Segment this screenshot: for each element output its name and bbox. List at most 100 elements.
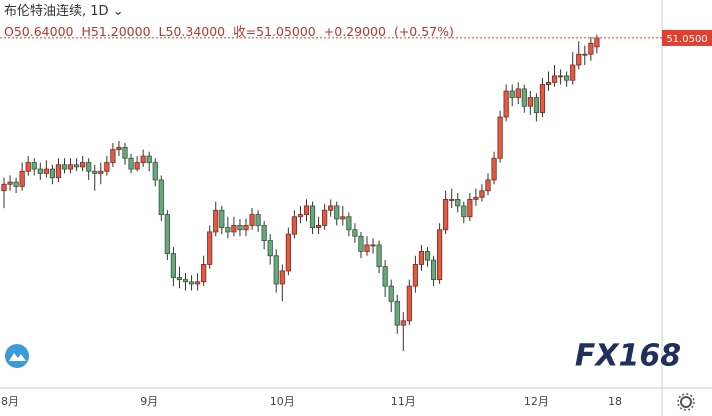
candle-body xyxy=(297,214,304,218)
candle-body xyxy=(491,157,497,181)
candle-body xyxy=(370,244,376,247)
candle-body xyxy=(479,190,485,198)
candle-body xyxy=(588,42,594,55)
quote-item: (+0.57%) xyxy=(393,24,454,39)
candle-body xyxy=(461,205,467,218)
candle-body xyxy=(285,233,291,272)
candle-body xyxy=(394,300,400,326)
candle-body xyxy=(1,183,7,192)
candle-body xyxy=(19,170,25,187)
x-tick-label: 8月 xyxy=(1,395,19,408)
candle-body xyxy=(98,170,104,174)
candle-body xyxy=(485,179,491,192)
quote-item: 收=51.05000 xyxy=(233,24,316,39)
candle-body xyxy=(255,214,261,226)
interval-chevron[interactable]: ⌄ xyxy=(112,4,124,19)
candle-body xyxy=(176,277,183,281)
candle-body xyxy=(358,235,364,252)
candle-body xyxy=(188,281,195,285)
candle-body xyxy=(207,231,213,265)
header: 布伦特油连续, 1D ⌄ O50.64000 H51.20000 L50.34000… xyxy=(4,2,462,43)
candle-body xyxy=(43,168,49,174)
candle-body xyxy=(352,229,358,237)
candle-body xyxy=(303,205,310,215)
candle-body xyxy=(261,225,267,242)
candle-body xyxy=(521,88,527,107)
candle-body xyxy=(213,209,219,233)
logo-icon xyxy=(5,344,29,368)
candle-body xyxy=(576,53,582,66)
candle-body xyxy=(545,81,552,85)
candle-body xyxy=(539,84,546,114)
candle-body xyxy=(110,149,116,163)
settings-icon[interactable] xyxy=(677,393,695,411)
x-tick-label: 18 xyxy=(608,395,622,408)
quote-item: L50.34000 xyxy=(158,24,226,39)
candle-body xyxy=(116,146,122,150)
candle-body xyxy=(152,162,158,181)
candle-body xyxy=(92,170,98,174)
quote-item: +0.29000 xyxy=(323,24,386,39)
candle-body xyxy=(273,255,279,285)
candle-body xyxy=(80,162,86,168)
candle-body xyxy=(146,155,152,163)
candle-body xyxy=(527,97,533,107)
candle-body xyxy=(382,266,388,287)
candle-body xyxy=(406,285,412,322)
candle-body xyxy=(570,64,576,81)
candle-body xyxy=(503,90,509,118)
candle-body xyxy=(346,216,352,231)
candle-body xyxy=(158,179,164,215)
last-price-label: 51.0500 xyxy=(666,34,707,45)
candle-body xyxy=(74,164,80,168)
candle-body xyxy=(594,37,600,48)
candle-body xyxy=(219,209,225,228)
candle-body xyxy=(279,270,285,285)
candle-body xyxy=(564,75,570,81)
candle-body xyxy=(388,285,394,302)
candle-body xyxy=(551,75,558,83)
candle-body xyxy=(13,181,19,187)
candle-body xyxy=(400,320,406,326)
x-tick-label: 9月 xyxy=(140,395,158,408)
candle-body xyxy=(31,162,37,170)
x-tick-label: 11月 xyxy=(391,395,416,408)
candle-body xyxy=(170,253,176,278)
candle-body xyxy=(515,88,521,98)
candle-body xyxy=(243,225,249,231)
candle-body xyxy=(249,214,255,226)
candle-body xyxy=(67,164,74,170)
candle-body xyxy=(49,168,56,179)
candle-body xyxy=(182,279,189,283)
symbol-title: 布伦特油连续, 1D xyxy=(4,4,109,19)
candle-body xyxy=(128,157,134,170)
candle-body xyxy=(134,162,140,170)
candle-body xyxy=(225,227,231,233)
candle-body xyxy=(418,251,425,265)
candle-body xyxy=(231,225,237,233)
candle-body xyxy=(291,216,298,235)
quote-item: O50.64000 xyxy=(4,24,74,39)
quote-line: O50.64000 H51.20000 L50.34000 收=51.05000 +0.… xyxy=(4,22,462,43)
candle-body xyxy=(164,214,170,255)
candle-body xyxy=(449,199,455,201)
candle-body xyxy=(430,259,437,281)
candle-body xyxy=(61,164,68,170)
candle-body xyxy=(322,209,328,226)
candle-body xyxy=(340,216,346,220)
candle-body xyxy=(582,53,588,56)
candle-body xyxy=(455,199,461,207)
candle-body xyxy=(467,199,473,218)
candle-body xyxy=(443,199,449,231)
candle-body xyxy=(424,251,431,261)
candle-body xyxy=(309,205,316,228)
watermark: FX168 xyxy=(575,339,681,374)
candle-body xyxy=(7,181,13,185)
candle-body xyxy=(533,97,540,114)
candle-body xyxy=(55,164,62,179)
candle-body xyxy=(315,225,322,228)
candle-body xyxy=(25,162,31,172)
candle-body xyxy=(104,162,110,172)
